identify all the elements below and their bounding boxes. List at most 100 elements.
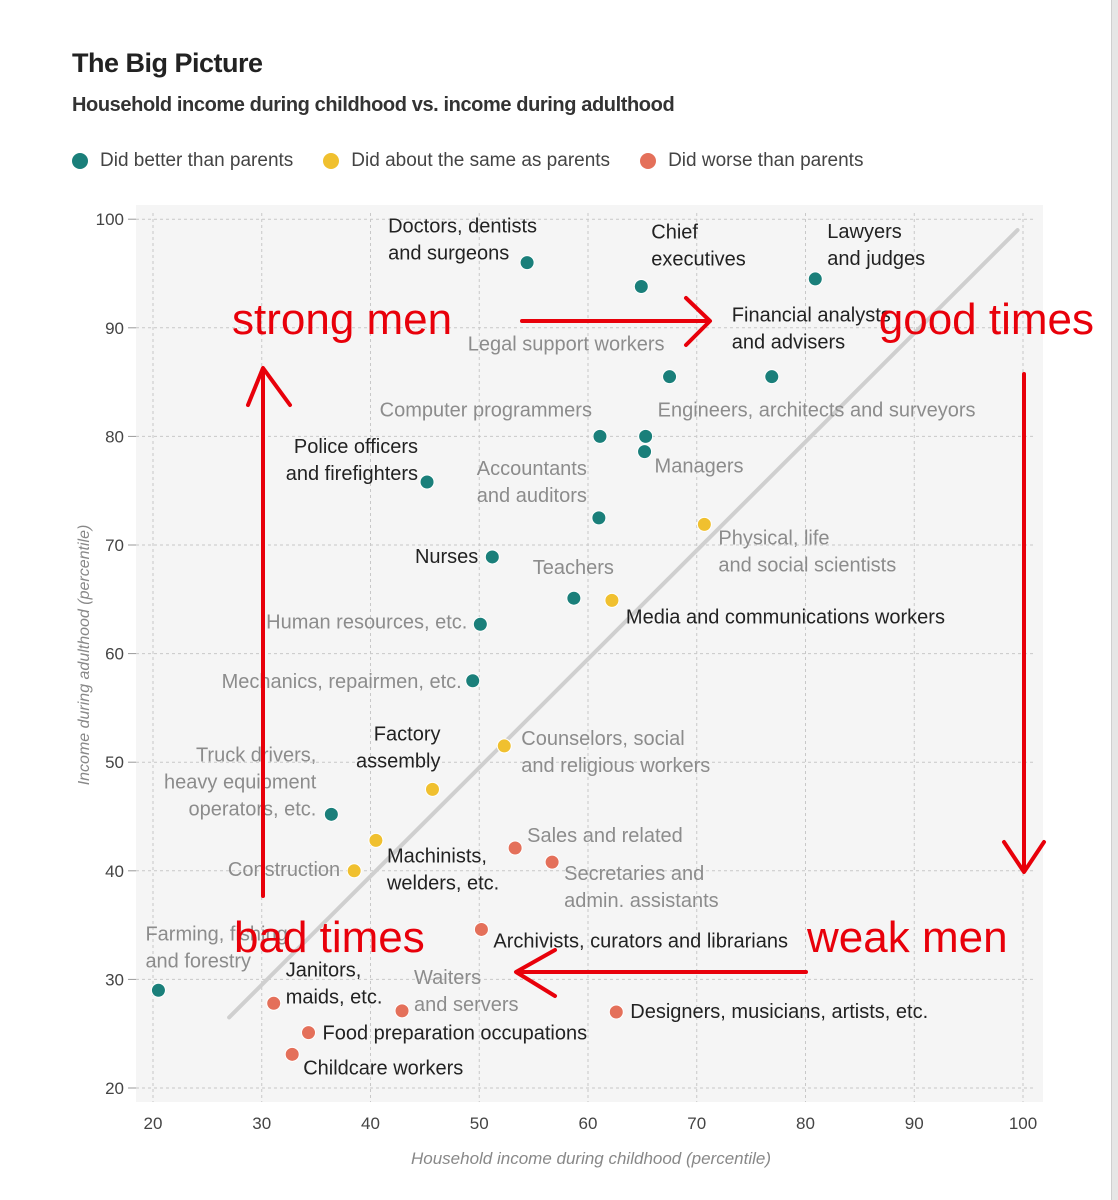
data-point-worse (284, 1046, 300, 1062)
data-point-better (323, 806, 339, 822)
data-point-worse (507, 840, 523, 856)
arrow-down-icon (1002, 372, 1046, 874)
data-point-worse (544, 854, 560, 870)
legend-dot-same-icon (323, 153, 340, 169)
y-tick-label: 100 (96, 210, 124, 229)
chart-subtitle: Household income during childhood vs. in… (72, 94, 675, 116)
legend: Did better than parents Did about the sa… (72, 148, 893, 174)
data-point-better (633, 279, 649, 295)
data-point-worse (608, 1004, 624, 1020)
data-point-better (592, 428, 608, 444)
data-point-label: Computer programmers (380, 399, 592, 421)
legend-item-better: Did better than parents (72, 150, 293, 172)
legend-item-same: Did about the same as parents (323, 150, 610, 172)
data-point-label: Sales and related (527, 825, 683, 847)
annotation-label: good times (879, 295, 1094, 344)
data-point-worse (301, 1025, 317, 1041)
legend-label-worse: Did worse than parents (668, 150, 864, 171)
x-tick-label: 50 (470, 1114, 489, 1133)
data-point-label: Financial analysts and advisers (732, 305, 891, 354)
data-point-better (591, 510, 607, 526)
data-point-same (368, 832, 384, 848)
legend-label-better: Did better than parents (100, 150, 294, 171)
x-tick-label: 80 (796, 1114, 815, 1133)
y-tick-label: 60 (105, 645, 124, 664)
data-point-label: Counselors, social and religious workers (521, 728, 710, 777)
data-point-label: Chief executives (651, 222, 746, 271)
y-tick-label: 70 (105, 536, 124, 555)
data-point-label: Archivists, curators and librarians (493, 930, 788, 952)
data-point-label: Physical, life and social scientists (718, 527, 896, 576)
data-point-label: Childcare workers (303, 1057, 463, 1079)
y-tick-label: 40 (105, 862, 124, 881)
data-point-better (519, 255, 535, 271)
data-point-label: Managers (655, 456, 744, 478)
annotation-label: strong men (232, 295, 452, 344)
arrow-up-icon (246, 366, 292, 898)
x-tick-label: 60 (579, 1114, 598, 1133)
data-point-label: Farming, fishing and forestry (145, 923, 287, 972)
chart-title: The Big Picture (72, 48, 263, 78)
page-scrollbar-edge (1111, 0, 1118, 1200)
data-point-label: Designers, musicians, artists, etc. (630, 1001, 928, 1023)
data-point-better (566, 590, 582, 606)
data-point-same (346, 863, 362, 879)
x-tick-label: 20 (144, 1114, 163, 1133)
data-point-label: Legal support workers (468, 334, 665, 356)
x-axis-title: Household income during childhood (perce… (411, 1149, 771, 1168)
data-point-label: Secretaries and admin. assistants (564, 863, 719, 912)
arrow-left-icon (514, 948, 808, 998)
data-point-same (696, 516, 712, 532)
data-point-label: Food preparation occupations (323, 1023, 588, 1045)
y-tick-label: 50 (105, 753, 124, 772)
data-point-same (604, 592, 620, 608)
data-point-better (472, 616, 488, 632)
y-tick-label: 80 (105, 427, 124, 446)
legend-label-same: Did about the same as parents (351, 150, 611, 171)
data-point-label: Teachers (533, 557, 614, 579)
data-point-label: Machinists, welders, etc. (386, 845, 499, 894)
y-tick-label: 20 (105, 1079, 124, 1098)
legend-item-worse: Did worse than parents (640, 150, 863, 172)
data-point-label: Construction (228, 859, 340, 881)
data-point-label: Factory assembly (356, 723, 440, 772)
data-point-same (496, 738, 512, 754)
data-point-better (764, 369, 780, 385)
data-point-better (807, 271, 823, 287)
x-tick-label: 40 (361, 1114, 380, 1133)
data-point-label: Media and communications workers (626, 606, 945, 628)
legend-dot-better-icon (72, 153, 88, 169)
data-point-label: Truck drivers, heavy equipment operators, … (164, 744, 317, 820)
data-point-label: Lawyers and judges (827, 221, 925, 270)
data-point-label: Janitors, maids, etc. (286, 959, 383, 1008)
equal-income-diagonal (227, 228, 1020, 1020)
data-point-better (637, 444, 653, 460)
data-point-label: Accountants and auditors (477, 458, 587, 507)
legend-dot-worse-icon (640, 153, 657, 169)
x-tick-label: 90 (905, 1114, 924, 1133)
data-point-same (424, 781, 440, 797)
x-tick-label: 30 (252, 1114, 271, 1133)
x-tick-label: 100 (1009, 1114, 1037, 1133)
annotation-label: weak men (806, 913, 1008, 962)
data-point-better (465, 673, 481, 689)
data-point-worse (394, 1003, 410, 1019)
data-point-better (484, 549, 500, 565)
data-point-label: Waiters and servers (414, 967, 518, 1016)
y-axis-title: Income during adulthood (percentile) (76, 525, 93, 786)
x-tick-label: 70 (687, 1114, 706, 1133)
arrow-right-icon (520, 296, 712, 347)
data-point-better (662, 369, 678, 385)
data-point-better (150, 982, 166, 998)
data-point-label: Human resources, etc. (266, 611, 467, 633)
y-tick-label: 90 (105, 319, 124, 338)
data-point-worse (266, 995, 282, 1011)
data-point-worse (473, 921, 489, 937)
data-point-label: Mechanics, repairmen, etc. (222, 671, 462, 693)
data-point-label: Police officers and firefighters (286, 436, 418, 485)
y-tick-label: 30 (105, 970, 124, 989)
data-point-better (638, 428, 654, 444)
data-point-label: Doctors, dentists and surgeons (388, 216, 537, 265)
